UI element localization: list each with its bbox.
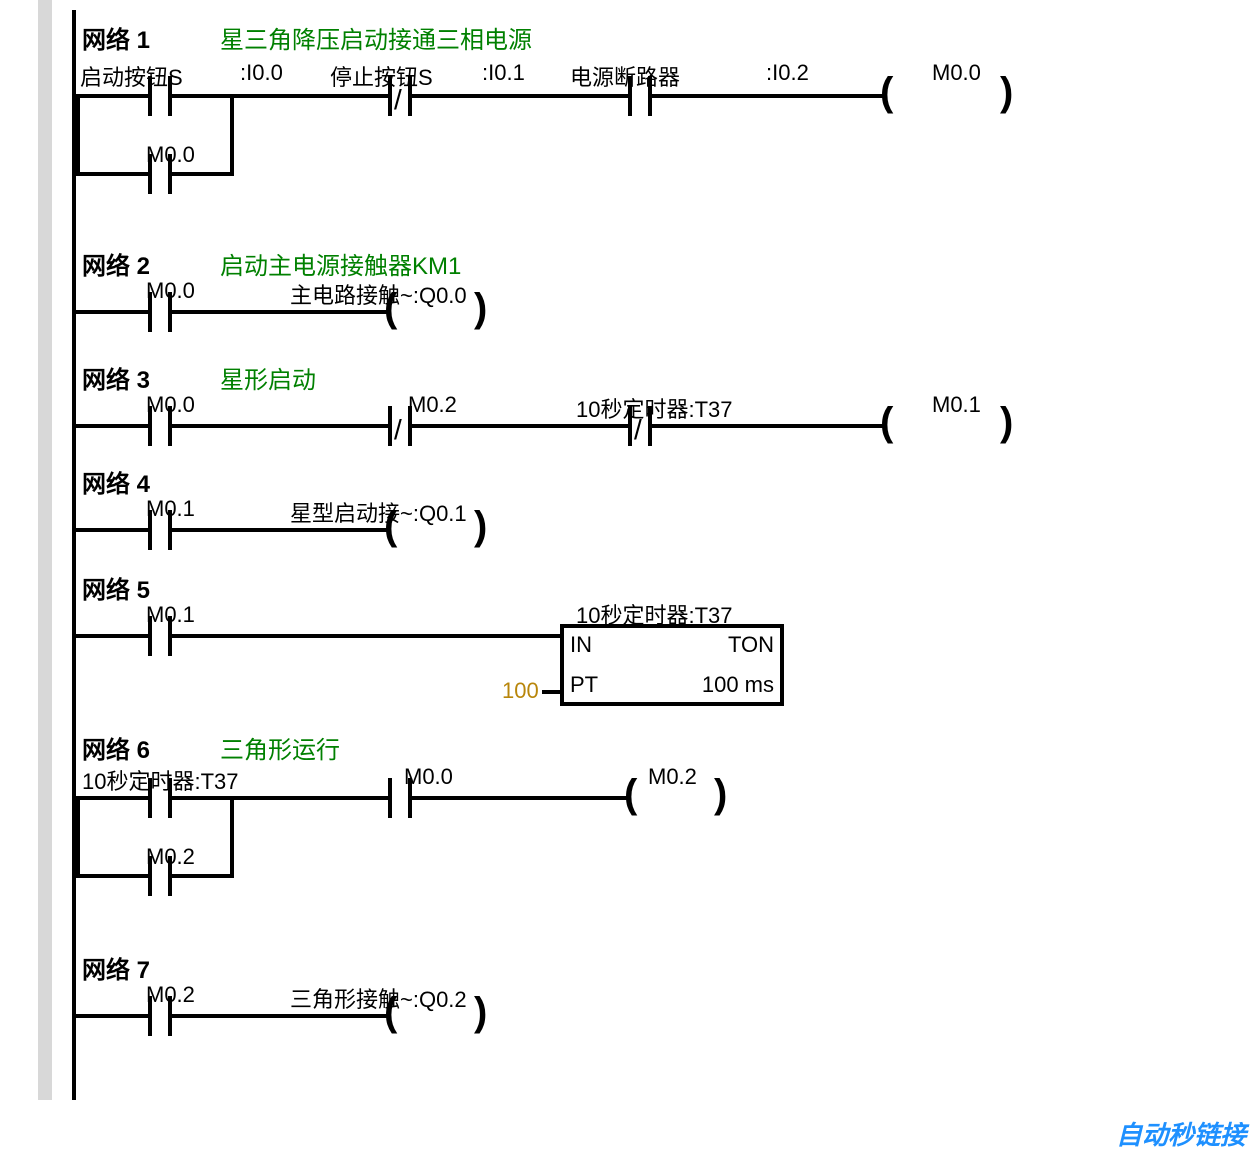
label-M0.0: M0.0 bbox=[146, 278, 195, 304]
coil-right-paren: ) bbox=[1000, 400, 1013, 445]
wire bbox=[76, 796, 148, 800]
wire bbox=[76, 874, 148, 878]
wire bbox=[172, 424, 388, 428]
wire bbox=[76, 172, 148, 176]
wire bbox=[412, 796, 628, 800]
label-M0.0-n3: M0.0 bbox=[146, 392, 195, 418]
network-6-comment: 三角形运行 bbox=[220, 730, 340, 765]
label-M0.0-coil: M0.0 bbox=[932, 60, 981, 86]
wire bbox=[172, 310, 388, 314]
coil-right-paren: ) bbox=[474, 286, 487, 331]
label-I0.0-name: 启动按钮S bbox=[80, 60, 183, 92]
ladder-diagram-page: 网络 1 星三角降压启动接通三相电源 / ( ) 启动按钮S :I0.0 停止按… bbox=[0, 0, 1256, 1158]
wire bbox=[172, 874, 234, 878]
coil-left-paren: ( bbox=[880, 70, 893, 115]
watermark-text: 自动秒链接 bbox=[1116, 1115, 1246, 1152]
wire bbox=[76, 796, 80, 878]
label-M0.0-n6: M0.0 bbox=[404, 764, 453, 790]
wire bbox=[76, 94, 148, 98]
wire bbox=[230, 796, 234, 878]
network-1-title: 网络 1 bbox=[82, 20, 150, 55]
coil-left-paren: ( bbox=[624, 772, 637, 817]
wire bbox=[172, 796, 388, 800]
label-T37-n3: 10秒定时器:T37 bbox=[576, 392, 733, 424]
left-margin-strip bbox=[38, 0, 52, 1100]
network-2-comment: 启动主电源接触器KM1 bbox=[220, 246, 461, 281]
network-3-title: 网络 3 bbox=[82, 360, 150, 395]
label-I0.1-addr: :I0.1 bbox=[482, 60, 525, 86]
label-M0.2-branch: M0.2 bbox=[146, 844, 195, 870]
coil-right-paren: ) bbox=[1000, 70, 1013, 115]
wire bbox=[76, 310, 148, 314]
coil-right-paren: ) bbox=[474, 504, 487, 549]
label-T37-n5: 10秒定时器:T37 bbox=[576, 598, 733, 630]
network-7-title: 网络 7 bbox=[82, 950, 150, 985]
wire bbox=[652, 424, 884, 428]
label-M0.0-branch: M0.0 bbox=[146, 142, 195, 168]
wire bbox=[76, 528, 148, 532]
timer-pt-value: 100 bbox=[502, 678, 539, 704]
wire bbox=[76, 94, 80, 176]
label-M0.2-n3: M0.2 bbox=[408, 392, 457, 418]
label-I0.1-name: 停止按钮S bbox=[330, 60, 433, 92]
wire bbox=[172, 1014, 388, 1018]
wire bbox=[76, 424, 148, 428]
wire bbox=[172, 172, 234, 176]
wire bbox=[412, 424, 628, 428]
label-Q0.0: 主电路接触~:Q0.0 bbox=[290, 278, 467, 310]
timer-in-label: IN bbox=[570, 632, 592, 658]
network-4-title: 网络 4 bbox=[82, 464, 150, 499]
wire bbox=[172, 94, 388, 98]
label-M0.1-n4: M0.1 bbox=[146, 496, 195, 522]
label-M0.1-n5: M0.1 bbox=[146, 602, 195, 628]
network-3-comment: 星形启动 bbox=[220, 360, 316, 395]
label-M0.2-coil: M0.2 bbox=[648, 764, 697, 790]
wire bbox=[230, 94, 234, 176]
label-I0.2-addr: :I0.2 bbox=[766, 60, 809, 86]
network-5-title: 网络 5 bbox=[82, 570, 150, 605]
label-M0.2-n7: M0.2 bbox=[146, 982, 195, 1008]
wire bbox=[76, 634, 148, 638]
wire bbox=[412, 94, 628, 98]
label-M0.1-coil: M0.1 bbox=[932, 392, 981, 418]
network-2-title: 网络 2 bbox=[82, 246, 150, 281]
wire bbox=[76, 1014, 148, 1018]
network-1-comment: 星三角降压启动接通三相电源 bbox=[220, 20, 532, 55]
label-I0.0-addr: :I0.0 bbox=[240, 60, 283, 86]
wire bbox=[172, 634, 560, 638]
label-T37-n6: 10秒定时器:T37 bbox=[82, 764, 239, 796]
label-I0.2-name: 电源断路器 bbox=[570, 60, 680, 92]
coil-right-paren: ) bbox=[474, 990, 487, 1035]
label-Q0.2: 三角形接触~:Q0.2 bbox=[290, 982, 467, 1014]
wire bbox=[172, 528, 388, 532]
label-Q0.1: 星型启动接~:Q0.1 bbox=[290, 496, 467, 528]
wire bbox=[652, 94, 884, 98]
timer-pt-label: PT bbox=[570, 672, 598, 698]
coil-left-paren: ( bbox=[880, 400, 893, 445]
timer-ton-label: TON bbox=[728, 632, 774, 658]
wire bbox=[542, 690, 560, 694]
timer-T37-box: IN TON PT 100 ms bbox=[560, 624, 784, 706]
timer-res-label: 100 ms bbox=[702, 672, 774, 698]
coil-right-paren: ) bbox=[714, 772, 727, 817]
network-6-title: 网络 6 bbox=[82, 730, 150, 765]
